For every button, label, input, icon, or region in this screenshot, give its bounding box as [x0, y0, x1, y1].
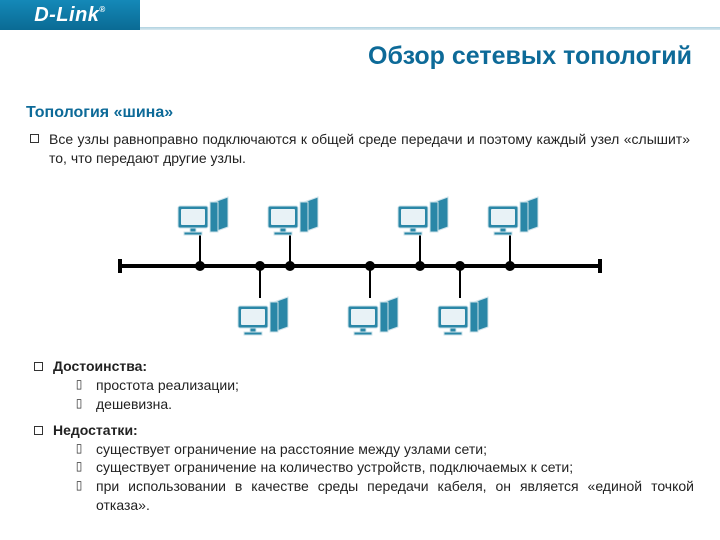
brand-logo: D-Link® — [0, 0, 140, 30]
chevron-bullet-icon: ▯ — [72, 440, 86, 457]
list-item-text: при использовании в качестве среды перед… — [96, 477, 694, 515]
list-item: ▯ существует ограничение на количество ус… — [72, 458, 694, 477]
list-item-text: существует ограничение на количество уст… — [96, 458, 694, 477]
square-bullet-icon — [30, 134, 39, 143]
page-title: Обзор сетевых топологий — [368, 42, 692, 71]
section-subtitle: Топология «шина» — [26, 104, 694, 122]
intro-text: Все узлы равноправно подключаются к обще… — [49, 130, 690, 168]
advantages-label: Достоинства: — [53, 358, 147, 374]
list-item-text: существует ограничение на расстояние меж… — [96, 440, 694, 459]
chevron-bullet-icon: ▯ — [72, 376, 86, 393]
list-item: ▯ существует ограничение на расстояние ме… — [72, 440, 694, 459]
square-bullet-icon — [34, 426, 43, 435]
chevron-bullet-icon: ▯ — [72, 458, 86, 475]
list-item-text: дешевизна. — [96, 395, 694, 414]
disadvantages-list: ▯ существует ограничение на расстояние ме… — [72, 440, 694, 516]
properties-section: Достоинства: ▯ простота реализации; ▯ дешев… — [34, 358, 694, 515]
advantages-list: ▯ простота реализации; ▯ дешевизна. — [72, 376, 694, 414]
disadvantages-label: Недостатки: — [53, 422, 138, 438]
chevron-bullet-icon: ▯ — [72, 477, 86, 494]
chevron-bullet-icon: ▯ — [72, 395, 86, 412]
list-item: ▯ простота реализации; — [72, 376, 694, 395]
square-bullet-icon — [34, 362, 43, 371]
brand-mark: ® — [99, 5, 105, 14]
brand-text: D-Link — [34, 4, 99, 27]
header-underline — [140, 0, 720, 30]
diagram-svg — [110, 180, 610, 350]
content-area: Топология «шина» Все узлы равноправно по… — [0, 30, 720, 515]
advantages-row: Достоинства: — [34, 358, 694, 374]
intro-row: Все узлы равноправно подключаются к обще… — [30, 130, 690, 168]
list-item: ▯ при использовании в качестве среды пере… — [72, 477, 694, 515]
bus-topology-diagram — [26, 180, 694, 350]
list-item: ▯ дешевизна. — [72, 395, 694, 414]
header-bar: D-Link® — [0, 0, 720, 30]
list-item-text: простота реализации; — [96, 376, 694, 395]
disadvantages-row: Недостатки: — [34, 422, 694, 438]
